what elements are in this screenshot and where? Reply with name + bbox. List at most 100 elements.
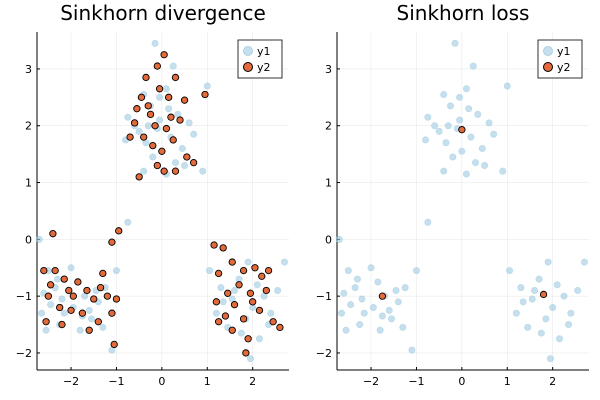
y-tick-label: −1 (16, 290, 32, 303)
data-point (456, 116, 464, 124)
data-point (214, 269, 223, 278)
data-point (46, 281, 55, 289)
data-point (549, 304, 557, 312)
data-point (78, 309, 87, 317)
data-point (137, 93, 146, 101)
data-point (499, 167, 507, 175)
x-tick-label: 0 (458, 375, 465, 388)
data-point (387, 315, 395, 323)
x-tick-label: 2 (249, 375, 256, 388)
data-point (506, 267, 514, 275)
data-point (539, 290, 548, 299)
data-point (264, 266, 273, 275)
data-point (458, 147, 466, 155)
data-point (467, 133, 475, 141)
data-point (60, 275, 68, 283)
data-point (214, 318, 223, 326)
data-point (344, 267, 352, 275)
data-point (567, 309, 575, 317)
data-point (342, 326, 350, 334)
data-point (87, 315, 95, 323)
data-point (158, 147, 166, 155)
data-point (239, 315, 248, 323)
data-point (231, 286, 239, 294)
data-point (176, 116, 184, 124)
data-point (431, 122, 439, 130)
data-point (49, 230, 57, 238)
data-point (90, 295, 98, 303)
data-point (546, 355, 554, 363)
data-point (269, 318, 277, 326)
data-point (146, 110, 155, 119)
data-point (180, 96, 189, 104)
data-point (171, 73, 180, 82)
data-point (35, 235, 43, 243)
y-tick-label: 3 (325, 63, 332, 76)
data-point (160, 51, 168, 59)
data-point (38, 309, 46, 317)
data-point (165, 105, 173, 113)
data-point (162, 85, 170, 93)
data-point (351, 284, 359, 292)
data-point (267, 309, 275, 317)
data-point (108, 238, 116, 246)
data-point (135, 127, 143, 135)
data-point (199, 167, 207, 175)
legend-marker (543, 62, 553, 72)
data-point (219, 244, 227, 252)
legend-box (237, 39, 283, 79)
data-point (60, 309, 68, 317)
y-tick-label: 0 (25, 233, 32, 246)
data-point (169, 136, 177, 144)
data-point (67, 264, 75, 272)
data-point (374, 278, 382, 286)
data-point (274, 286, 282, 294)
y-tick-label: 1 (25, 177, 32, 190)
legend-label: y1 (557, 45, 571, 58)
series-y2 (40, 51, 284, 357)
data-point (126, 133, 134, 141)
data-point (378, 292, 387, 300)
data-point (144, 102, 152, 110)
data-point (69, 292, 77, 300)
data-point (190, 130, 198, 138)
data-point (451, 39, 459, 47)
data-point (153, 62, 161, 70)
series-y1 (335, 39, 588, 363)
data-point (542, 315, 550, 323)
data-point (358, 295, 366, 303)
data-point (40, 266, 48, 275)
data-point (376, 326, 384, 334)
data-point (142, 73, 150, 82)
data-point (517, 284, 525, 292)
data-point (51, 266, 59, 275)
data-point (262, 286, 270, 295)
data-point (360, 309, 368, 317)
data-point (422, 136, 430, 144)
data-point (478, 144, 486, 152)
data-point (171, 167, 180, 175)
data-point (85, 306, 93, 314)
data-point (58, 295, 66, 303)
data-point (228, 258, 236, 266)
data-point (56, 303, 64, 312)
y-tick-label: 2 (25, 120, 32, 133)
data-point (235, 281, 243, 289)
legend-marker (243, 62, 253, 72)
data-point (335, 235, 343, 243)
data-point (160, 167, 168, 175)
y-tick-label: 1 (325, 177, 332, 190)
data-point (171, 159, 179, 167)
x-tick-label: 1 (204, 375, 211, 388)
x-tick-label: 2 (549, 375, 556, 388)
data-point (74, 278, 82, 286)
data-point (392, 286, 400, 294)
data-point (149, 141, 157, 150)
data-point (353, 275, 361, 283)
data-point (435, 127, 443, 135)
data-point (456, 93, 464, 101)
series-y2 (378, 126, 548, 300)
y-tick-label: −1 (316, 290, 332, 303)
